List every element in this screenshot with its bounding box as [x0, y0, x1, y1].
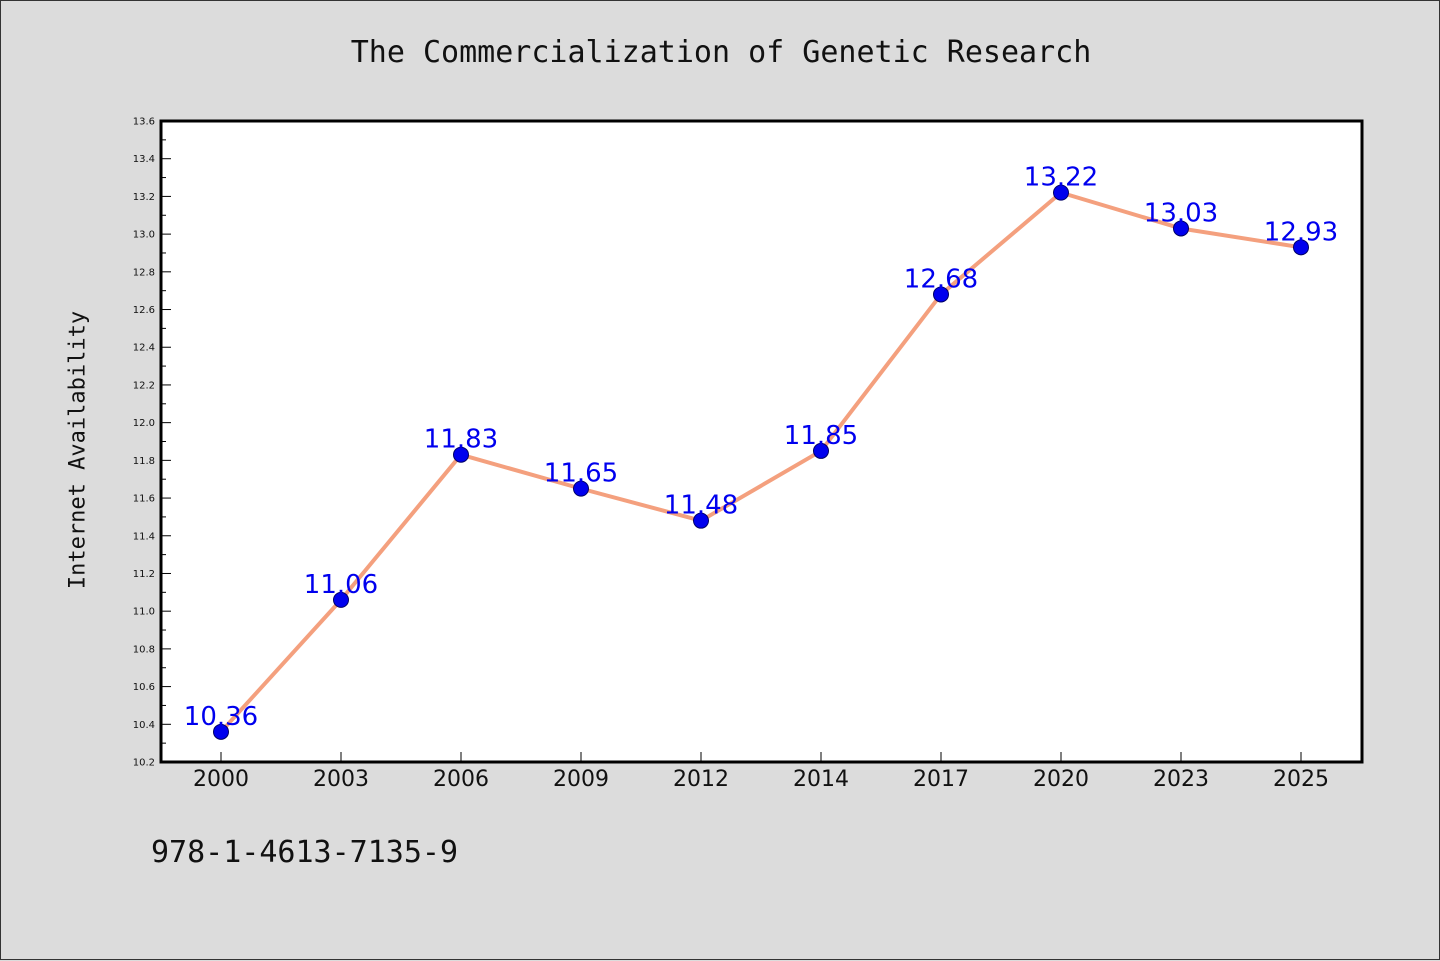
y-tick-label: 10.6	[133, 682, 155, 693]
y-tick-label: 11.6	[133, 494, 155, 505]
data-label: 11.85	[784, 421, 858, 451]
data-point	[573, 480, 589, 497]
data-point	[1053, 184, 1069, 201]
y-tick-label: 11.0	[133, 607, 155, 618]
y-tick-label: 13.6	[133, 117, 155, 128]
chart-title: The Commercialization of Genetic Researc…	[350, 35, 1092, 70]
data-label-layer: 10.36 11.06 11.83 11.65 11.48 11.85 12.68 13.22…	[184, 163, 1338, 732]
data-point	[333, 591, 349, 608]
y-tick-label: 11.4	[133, 531, 155, 542]
y-tick-label: 12.6	[133, 305, 155, 316]
y-tick-label: 11.2	[133, 569, 155, 580]
x-tick-label: 2000	[193, 767, 249, 792]
y-tick-label: 13.2	[133, 192, 155, 203]
data-label: 11.06	[304, 570, 378, 600]
x-tick-label: 2009	[553, 767, 609, 792]
y-tick-label: 11.8	[133, 456, 155, 467]
y-tick-label: 10.4	[133, 720, 155, 731]
y-tick-label: 10.2	[133, 758, 155, 769]
y-tick-label: 13.4	[133, 154, 155, 165]
data-label: 13.03	[1144, 198, 1218, 228]
x-tick-label: 2020	[1033, 767, 1089, 792]
x-tick-label: 2025	[1273, 767, 1329, 792]
data-label: 10.36	[184, 702, 258, 732]
data-point	[213, 723, 229, 740]
x-tick-label: 2023	[1153, 767, 1209, 792]
y-tick-label: 12.4	[133, 343, 155, 354]
data-label: 11.65	[544, 459, 618, 489]
x-tick-label: 2003	[313, 767, 369, 792]
x-tick-label: 2017	[913, 767, 969, 792]
data-label: 12.93	[1264, 217, 1338, 247]
data-point	[1293, 239, 1309, 256]
data-point	[1173, 220, 1189, 237]
x-tick-label: 2006	[433, 767, 489, 792]
data-label: 12.68	[904, 264, 978, 294]
y-tick-label: 12.8	[133, 267, 155, 278]
data-label: 11.83	[424, 425, 498, 455]
data-point	[693, 512, 709, 529]
x-tick-label: 2014	[793, 767, 849, 792]
y-tick-label: 12.0	[133, 418, 155, 429]
x-axis: 2000 2003 2006 2009 2012 2014 2017 2020 2023 2025	[193, 752, 1329, 792]
series-layer	[213, 184, 1309, 740]
data-point	[453, 446, 469, 463]
x-tick-label: 2012	[673, 767, 729, 792]
series-line	[219, 190, 1302, 734]
data-point	[813, 442, 829, 459]
y-tick-label: 13.0	[133, 230, 155, 241]
data-label: 13.22	[1024, 163, 1098, 193]
footer-code: 978-1-4613-7135-9	[151, 835, 459, 870]
data-point	[933, 286, 949, 303]
y-axis: 10.2 10.4 10.6 10.8 11.0 11.2 11.4 11.6 11.8 12.0…	[133, 117, 171, 769]
plot-area	[159, 119, 1364, 764]
data-label: 11.48	[664, 491, 738, 521]
y-tick-label: 12.2	[133, 380, 155, 391]
y-tick-label: 10.8	[133, 644, 155, 655]
